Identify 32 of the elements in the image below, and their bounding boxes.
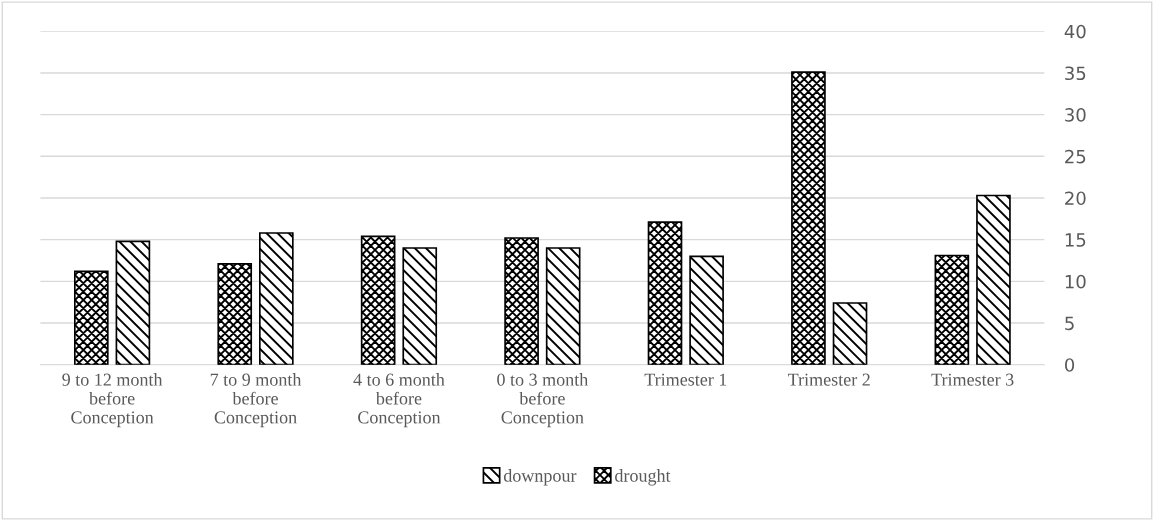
y-tick-label: 20 xyxy=(1065,191,1086,206)
x-tick-label: 0 to 3 month before Conception xyxy=(497,373,589,428)
bar xyxy=(115,240,151,365)
x-tick-label: Trimester 3 xyxy=(931,373,1014,386)
bar xyxy=(545,247,581,365)
bar xyxy=(647,221,683,365)
bar xyxy=(504,237,539,365)
y-tick-label: 0 xyxy=(1065,358,1075,372)
bar xyxy=(976,194,1011,365)
x-tick-label: 7 to 9 month before Conception xyxy=(210,373,302,428)
legend-label: downpour xyxy=(503,469,577,486)
x-tick-label: 9 to 12 month before Conception xyxy=(62,373,163,428)
y-tick-label: 30 xyxy=(1065,108,1086,122)
bar xyxy=(73,270,109,365)
bar xyxy=(217,262,253,365)
y-tick-label: 15 xyxy=(1065,233,1086,247)
y-tick-label: 10 xyxy=(1065,274,1086,289)
x-tick-label: Trimester 1 xyxy=(644,373,727,386)
y-tick-label: 40 xyxy=(1064,24,1086,39)
bar xyxy=(258,232,294,365)
bar xyxy=(402,247,438,365)
x-tick-label: 4 to 6 month before Conception xyxy=(353,373,445,428)
y-tick-label: 35 xyxy=(1065,66,1086,81)
y-tick-label: 25 xyxy=(1065,149,1086,164)
bar xyxy=(934,254,970,365)
bar xyxy=(360,235,396,365)
bar xyxy=(791,71,826,365)
bar xyxy=(689,255,724,365)
legend-label: drought xyxy=(615,469,671,486)
y-tick-label: 5 xyxy=(1065,316,1074,331)
bar xyxy=(832,302,868,365)
x-tick-label: Trimester 2 xyxy=(788,373,870,386)
